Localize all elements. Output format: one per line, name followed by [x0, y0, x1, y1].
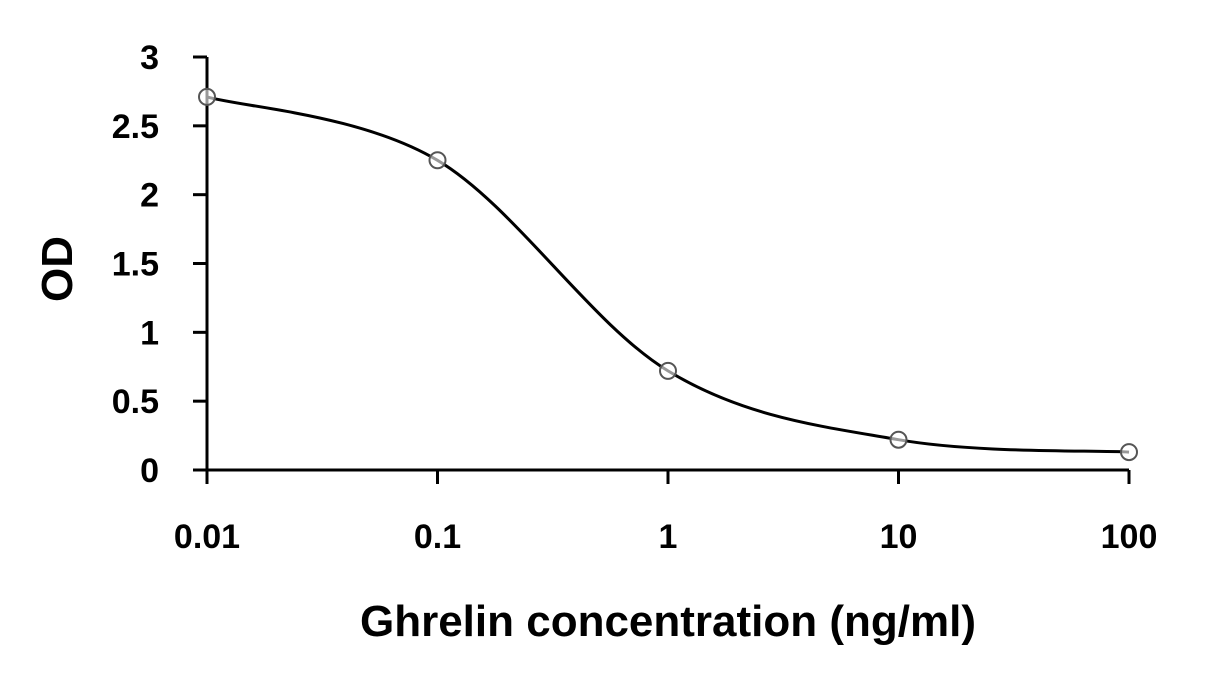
data-point [659, 361, 677, 380]
x-tick-label: 0.01 [174, 518, 240, 556]
x-tick-label: 0.1 [414, 518, 461, 556]
y-tick-label: 1 [140, 314, 159, 352]
axes [205, 57, 1129, 472]
x-axis-title: Ghrelin concentration (ng/ml) [360, 597, 976, 646]
y-ticks: 0 0.5 1 1.5 2 2.5 3 [112, 39, 207, 490]
data-point [889, 430, 908, 449]
x-tick-label: 10 [880, 518, 918, 556]
data-point [428, 151, 447, 170]
data-points [198, 87, 1138, 462]
fit-curve [206, 95, 1130, 454]
data-point [1120, 443, 1138, 462]
y-tick-label: 3 [140, 39, 159, 77]
y-tick-label: 2.5 [112, 108, 159, 146]
data-point [198, 87, 216, 106]
y-tick-label: 0 [140, 452, 159, 490]
y-tick-label: 2 [140, 177, 159, 215]
x-tick-label: 1 [659, 518, 678, 556]
y-tick-label: 1.5 [112, 246, 159, 284]
x-tick-label: 100 [1101, 518, 1158, 556]
y-tick-label: 0.5 [112, 383, 159, 421]
x-ticks: 0.01 0.1 1 10 100 [174, 470, 1157, 556]
y-axis-title: OD [33, 236, 82, 302]
